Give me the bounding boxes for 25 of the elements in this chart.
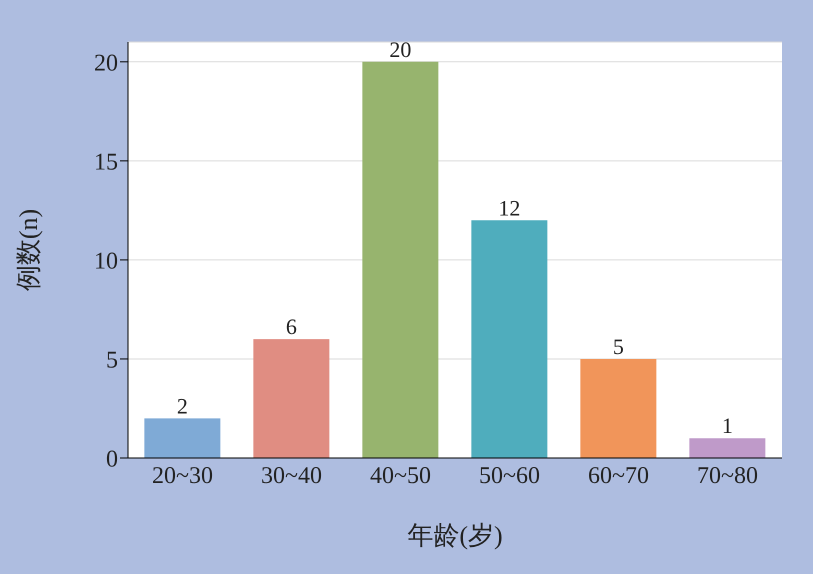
- bar: [362, 62, 438, 458]
- y-axis-title: 例数(n): [14, 208, 44, 292]
- data-label: 1: [722, 413, 733, 438]
- y-tick-label: 5: [106, 347, 118, 374]
- y-tick-label: 15: [94, 149, 118, 176]
- x-tick-label: 40~50: [370, 463, 431, 490]
- bar: [471, 220, 548, 458]
- x-axis-title: 年龄(岁): [407, 521, 503, 550]
- data-label: 6: [286, 314, 297, 340]
- bar: [253, 339, 330, 458]
- x-tick-label: 70~80: [697, 463, 758, 490]
- y-tick-label: 0: [106, 446, 118, 473]
- bar: [689, 438, 766, 458]
- data-label: 12: [498, 195, 520, 220]
- bar: [580, 358, 656, 458]
- data-label: 5: [612, 334, 624, 359]
- bar: [144, 418, 220, 458]
- y-tick-label: 10: [94, 248, 118, 274]
- x-tick-label: 20~30: [152, 463, 213, 490]
- y-tick-label: 20: [94, 50, 118, 76]
- data-label: 20: [389, 36, 412, 62]
- data-label: 2: [176, 393, 188, 418]
- x-tick-label: 50~60: [479, 463, 540, 490]
- x-tick-label: 60~70: [588, 463, 649, 490]
- x-tick-label: 30~40: [261, 463, 322, 490]
